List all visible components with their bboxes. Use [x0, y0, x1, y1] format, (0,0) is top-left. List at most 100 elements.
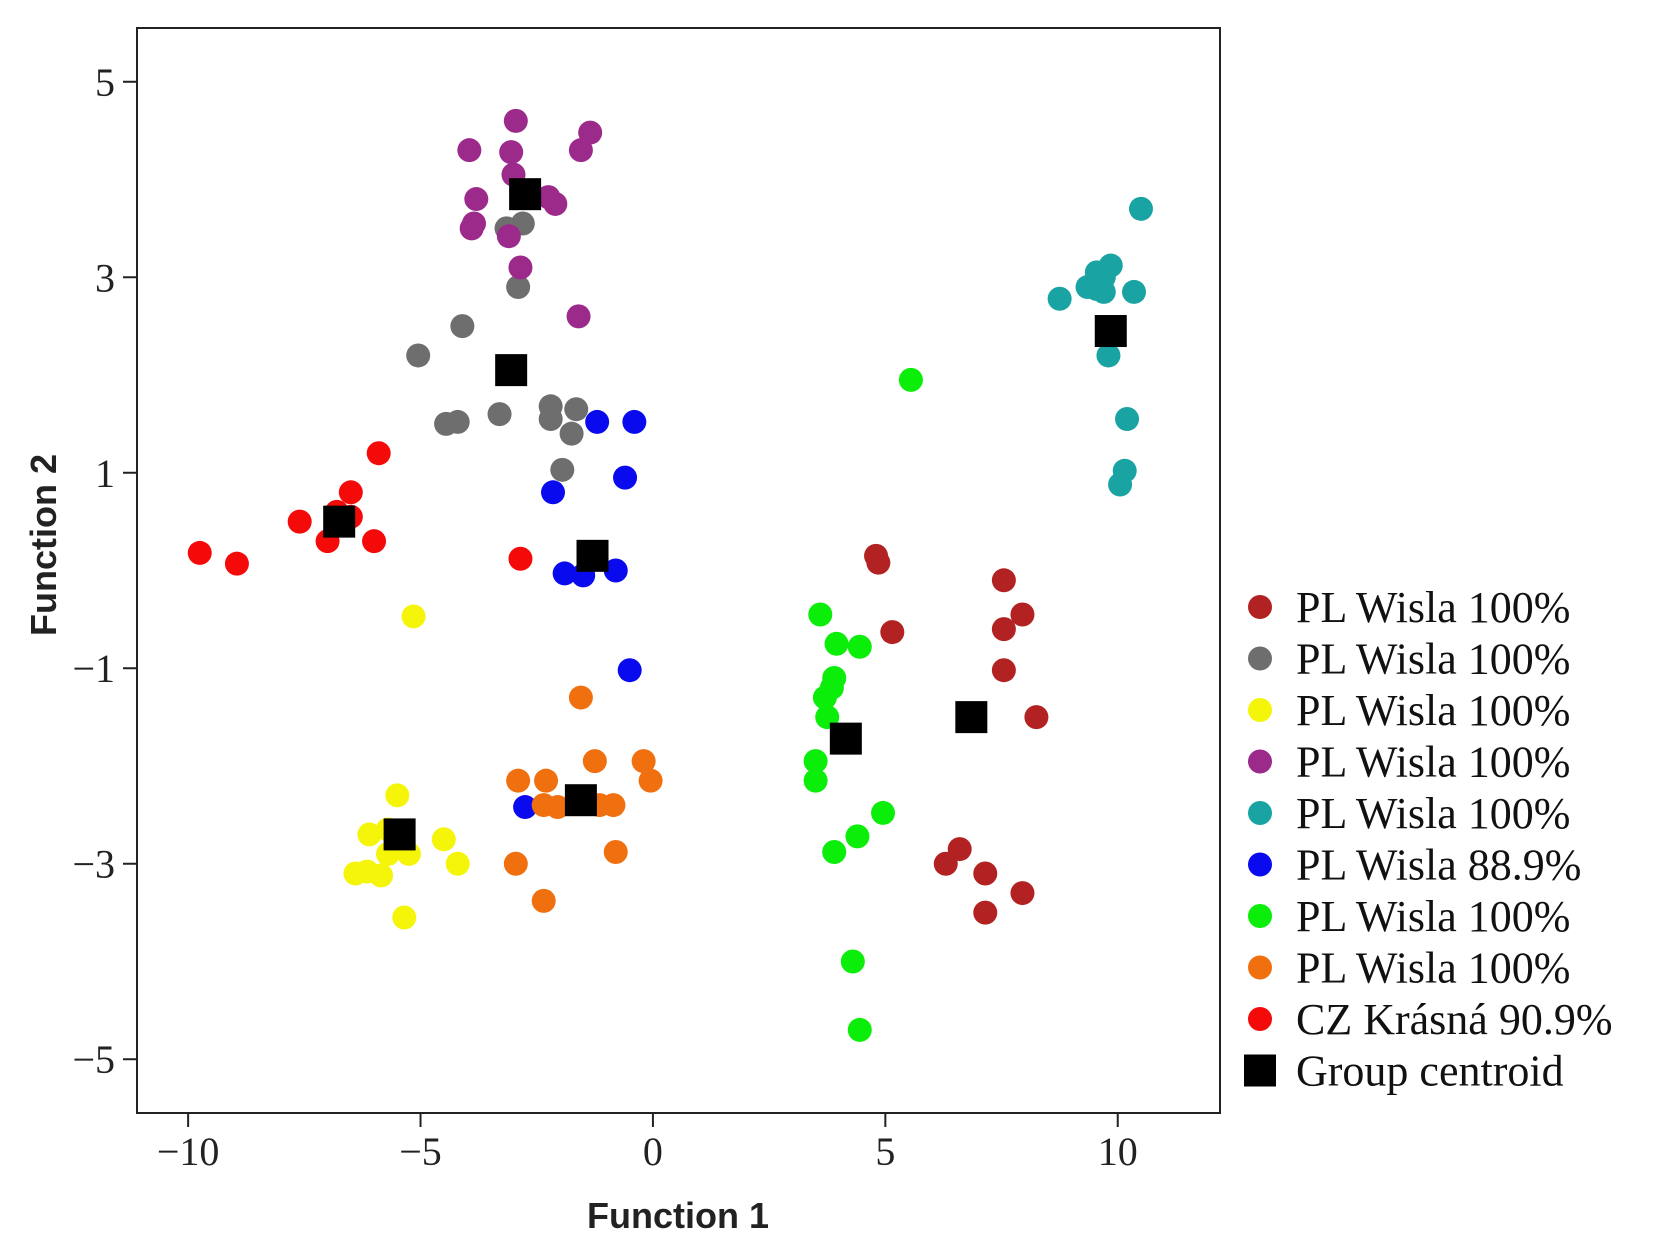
data-point — [552, 561, 577, 586]
legend-label: CZ Krásná 90.9% — [1296, 995, 1613, 1044]
legend-label: PL Wisla 100% — [1296, 789, 1570, 838]
data-point — [812, 685, 837, 710]
data-point — [431, 827, 456, 852]
data-point — [566, 304, 591, 329]
data-point — [603, 558, 628, 583]
x-tick-label: 0 — [643, 1129, 663, 1174]
data-point — [991, 658, 1016, 683]
group-centroid-marker — [955, 701, 988, 734]
data-point — [808, 602, 833, 627]
data-point — [991, 568, 1016, 593]
data-point — [1047, 286, 1072, 311]
data-point — [369, 863, 394, 888]
data-point — [845, 824, 870, 849]
data-point — [631, 749, 656, 774]
legend-label: PL Wisla 100% — [1296, 686, 1570, 735]
group-centroids — [323, 178, 1127, 851]
data-point — [496, 224, 521, 249]
data-point — [622, 409, 647, 434]
data-point — [898, 367, 923, 392]
data-point — [559, 421, 584, 446]
data-point — [287, 509, 312, 534]
data-point — [445, 851, 470, 876]
y-tick-label: 5 — [95, 60, 115, 105]
legend: PL Wisla 100%PL Wisla 100%PL Wisla 100%P… — [1244, 583, 1613, 1096]
data-point — [459, 216, 484, 241]
data-point — [871, 800, 896, 825]
data-point — [1122, 279, 1147, 304]
group-centroid-marker — [509, 178, 542, 211]
data-point — [445, 409, 470, 434]
data-point — [362, 529, 387, 554]
data-point — [1010, 881, 1035, 906]
data-point — [1091, 279, 1116, 304]
data-point — [601, 793, 626, 818]
legend-label: PL Wisla 100% — [1296, 738, 1570, 787]
y-tick-label: 1 — [95, 451, 115, 496]
data-point — [568, 138, 593, 163]
data-point — [1115, 406, 1140, 431]
legend-label: PL Wisla 88.9% — [1296, 841, 1581, 890]
data-point — [585, 409, 610, 434]
group-centroid-marker — [495, 354, 528, 387]
x-axis-title: Function 1 — [587, 1195, 769, 1236]
data-point — [499, 140, 524, 165]
x-tick-label: 10 — [1098, 1129, 1138, 1174]
group-centroid-marker — [323, 505, 356, 538]
data-point — [406, 343, 431, 368]
legend-label: PL Wisla 100% — [1296, 892, 1570, 941]
x-tick-label: −5 — [399, 1129, 442, 1174]
legend-marker-centroid — [1244, 1054, 1276, 1087]
plot-area — [136, 27, 1221, 1114]
data-point — [401, 604, 426, 629]
legend-marker — [1248, 595, 1272, 619]
data-point — [840, 949, 865, 974]
data-point — [545, 795, 570, 820]
group-centroid-marker — [383, 818, 416, 851]
data-point — [508, 546, 533, 571]
data-point — [187, 540, 212, 565]
data-point — [578, 120, 603, 145]
data-point — [357, 822, 382, 847]
y-tick-label: 3 — [95, 255, 115, 300]
data-point — [1108, 472, 1133, 497]
data-point — [508, 255, 533, 280]
legend-label-centroid: Group centroid — [1296, 1047, 1564, 1096]
data-point — [392, 905, 417, 930]
legend-label: PL Wisla 100% — [1296, 635, 1570, 684]
data-point — [947, 837, 972, 862]
data-point — [541, 480, 566, 505]
data-point — [603, 840, 628, 865]
data-point — [613, 465, 638, 490]
data-point — [866, 550, 891, 575]
data-point — [534, 768, 559, 793]
data-point — [503, 851, 528, 876]
data-point — [847, 1017, 872, 1042]
data-point — [457, 138, 482, 163]
legend-marker — [1248, 698, 1272, 722]
legend-marker — [1248, 646, 1272, 671]
data-point — [638, 768, 663, 793]
data-point — [568, 685, 593, 710]
data-point — [564, 397, 589, 422]
y-tick-label: −5 — [72, 1037, 115, 1082]
legend-marker — [1248, 955, 1272, 980]
data-point — [543, 191, 568, 216]
axis-ticks: −10 −5 0 5 10 5 3 1 −1 −3 −5 — [72, 60, 1137, 1174]
data-point — [1096, 343, 1121, 368]
data-point — [847, 634, 872, 659]
data-point — [503, 108, 528, 133]
y-tick-label: −3 — [72, 842, 115, 887]
data-point — [1024, 705, 1049, 730]
data-point — [487, 402, 512, 427]
data-point — [224, 551, 249, 576]
legend-marker — [1248, 749, 1272, 774]
legend-marker — [1248, 1007, 1272, 1031]
data-point — [822, 840, 847, 865]
data-point — [464, 187, 489, 212]
data-point — [582, 749, 607, 774]
data-point — [506, 768, 531, 793]
data-point — [1010, 602, 1035, 627]
data-point — [385, 783, 410, 808]
